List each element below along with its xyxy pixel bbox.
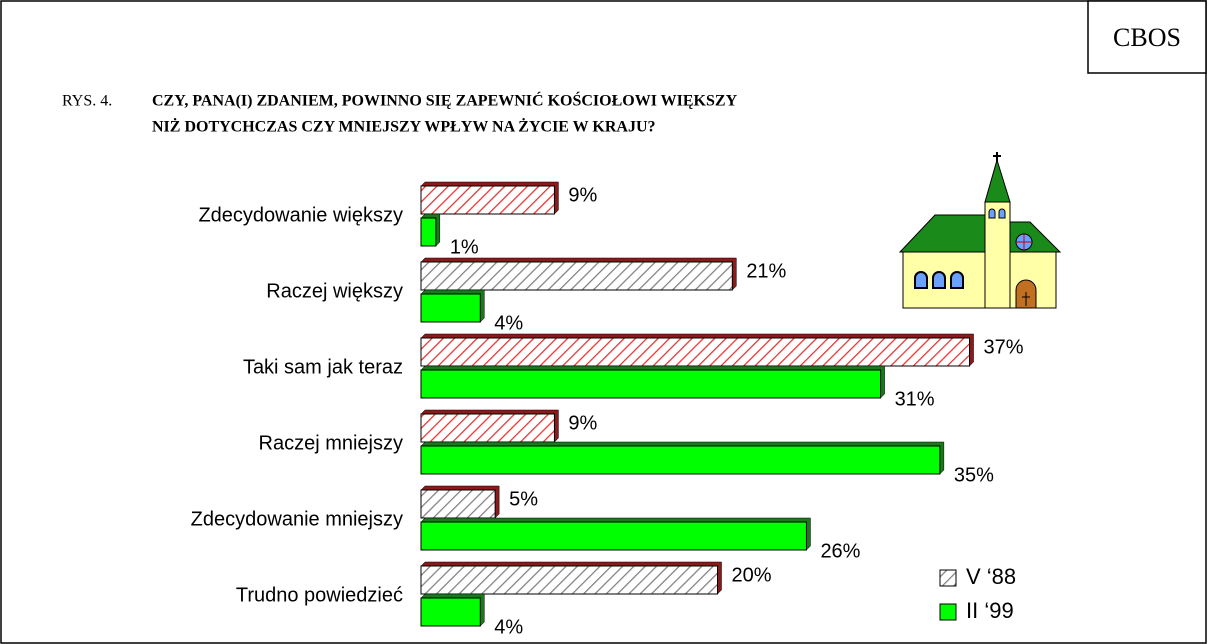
bar: [420, 565, 718, 595]
value-label: 4%: [494, 616, 523, 638]
bar: [420, 597, 481, 627]
category-label: Trudno powiedzieć: [236, 584, 403, 606]
title-line: CZY, PANA(I) ZDANIEM, POWINNO SIĘ ZAPEWN…: [152, 91, 738, 110]
title-line: NIŻ DOTYCHCZAS CZY MNIEJSZY WPŁYW NA ŻYC…: [152, 117, 656, 136]
bar: [420, 521, 807, 551]
category-label: Raczej mniejszy: [259, 432, 403, 454]
badge: CBOS: [1113, 23, 1181, 52]
bar: [420, 217, 437, 247]
category-label: Zdecydowanie większy: [198, 204, 403, 226]
value-label: 5%: [509, 488, 538, 510]
category-label: Zdecydowanie mniejszy: [191, 508, 403, 530]
bar: [420, 369, 882, 399]
value-label: 26%: [820, 540, 860, 562]
value-label: 21%: [746, 260, 786, 282]
value-label: 20%: [732, 564, 772, 586]
bar: [420, 261, 733, 291]
value-label: 1%: [450, 236, 479, 258]
value-label: 31%: [895, 388, 935, 410]
value-label: 9%: [568, 184, 597, 206]
bar: [420, 293, 481, 323]
bar: [420, 413, 555, 443]
value-label: 9%: [568, 412, 597, 434]
value-label: 37%: [984, 336, 1024, 358]
bar: [420, 337, 971, 367]
title-prefix: RYS. 4.: [62, 93, 112, 110]
legend-swatch: [939, 569, 957, 587]
bar: [420, 185, 555, 215]
badge-box: [1087, 0, 1207, 74]
category-label: Taki sam jak teraz: [243, 356, 403, 378]
bar: [420, 445, 941, 475]
value-label: 4%: [494, 312, 523, 334]
category-label: Raczej większy: [266, 280, 403, 302]
bar: [420, 489, 496, 519]
legend-label: II ‘99: [966, 598, 1014, 623]
church-icon: [898, 152, 1062, 309]
legend-swatch: [939, 603, 957, 621]
value-label: 35%: [954, 464, 994, 486]
legend-label: V ‘88: [966, 564, 1016, 589]
